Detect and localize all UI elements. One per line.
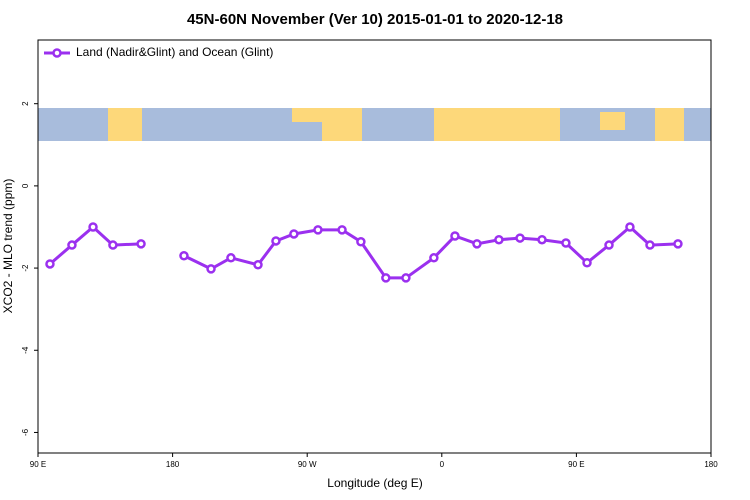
data-point [673,239,683,249]
data-point [271,236,281,246]
x-tick-label: 0 [440,460,445,469]
data-point [108,240,118,250]
data-point [88,222,98,232]
data-line [48,224,142,266]
data-point [494,234,504,245]
y-tick-label: -6 [21,428,30,436]
y-tick-label: -2 [21,264,30,272]
x-tick-label: 90 E [30,460,46,469]
data-point [582,257,592,268]
data-point [537,234,547,245]
legend-marker [52,48,62,58]
data-point [337,225,347,235]
x-axis-label: Longitude (deg E) [327,476,422,490]
x-tick-label: 180 [704,460,718,469]
x-tick-label: 180 [166,460,180,469]
data-point [561,238,571,248]
data-point [381,273,391,283]
data-point [206,264,216,274]
y-tick-label: -4 [21,346,30,354]
data-point [515,233,525,243]
data-point [429,253,439,263]
data-point [604,240,614,250]
data-point [645,240,655,250]
map-band [38,108,711,141]
y-tick-label: 0 [21,183,30,188]
data-point [401,273,411,283]
x-tick-label: 90 W [298,460,317,469]
data-point [226,253,236,263]
plot-frame [37,39,712,454]
legend-label: Land (Nadir&Glint) and Ocean (Glint) [76,45,273,59]
data-point [472,239,482,249]
data-point [67,240,77,250]
data-point [179,250,189,261]
chart-title: 45N-60N November (Ver 10) 2015-01-01 to … [187,11,563,28]
data-point [450,231,460,241]
data-point [45,259,55,269]
y-tick-label: 2 [21,101,30,106]
data-point [136,239,146,249]
data-point [313,225,323,235]
data-point [253,260,263,270]
data-line [183,224,679,280]
data-point [625,222,635,232]
data-point [356,237,366,247]
x-tick-label: 90 E [568,460,584,469]
data-point [289,229,299,239]
y-axis-label: XCO2 - MLO trend (ppm) [1,179,15,314]
